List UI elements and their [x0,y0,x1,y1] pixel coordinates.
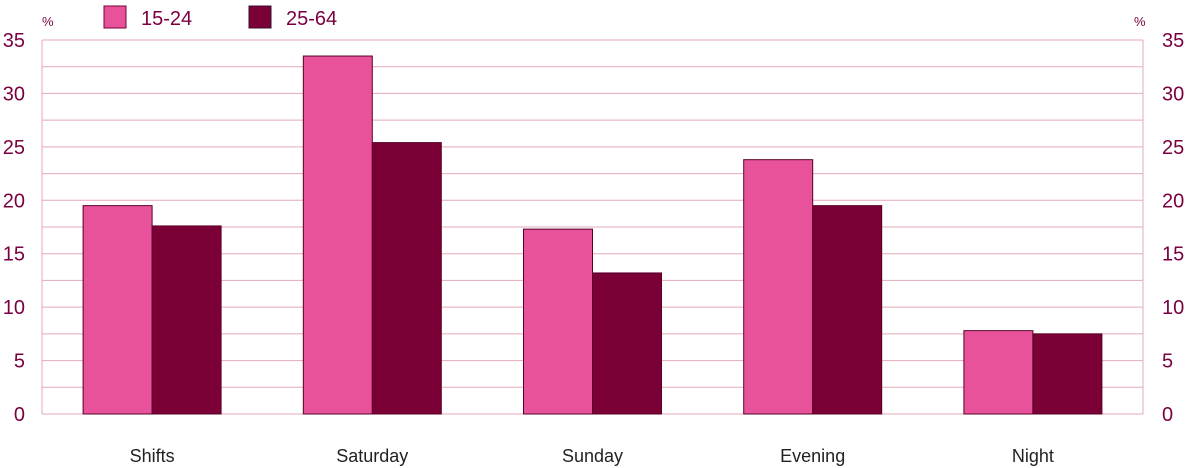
left-tick-label: 20 [3,190,25,212]
right-tick-label: 15 [1162,244,1184,266]
bar-25-64-shifts [151,225,222,415]
left-tick-label: 25 [3,137,25,159]
legend: 15-24 25-64 [103,5,337,30]
legend-swatch-25-64 [248,5,272,29]
axes [41,40,1144,414]
right-tick-label: 5 [1162,351,1173,373]
category-labels: Shifts Saturday Sunday Evening Night [130,446,1054,466]
bars [82,55,1103,415]
left-tick-label: 5 [14,351,25,373]
bar-25-64-sunday [592,272,662,415]
right-tick-label: 30 [1162,83,1184,105]
left-tick-label: 0 [14,404,25,426]
left-tick-label: 35 [3,30,25,52]
category-label-night: Night [1012,446,1054,466]
bar-25-64-evening [812,205,883,415]
left-tick-label: 10 [3,297,25,319]
category-label-shifts: Shifts [130,446,175,466]
bar-15-24-sunday [523,228,593,415]
category-label-saturday: Saturday [336,446,408,466]
bar-15-24-saturday [302,55,373,415]
bar-15-24-evening [743,159,814,415]
legend-label-15-24: 15-24 [141,8,192,30]
category-label-sunday: Sunday [562,446,623,466]
left-tick-labels: 0 5 10 15 20 25 30 35 [3,30,25,426]
legend-swatch-15-24 [103,5,127,29]
right-tick-label: 10 [1162,297,1184,319]
left-tick-label: 15 [3,244,25,266]
right-tick-label: 0 [1162,404,1173,426]
legend-label-25-64: 25-64 [286,8,337,30]
right-tick-label: 35 [1162,30,1184,52]
right-tick-label: 25 [1162,137,1184,159]
bar-15-24-shifts [82,205,153,415]
right-tick-label: 20 [1162,190,1184,212]
right-tick-labels: 0 5 10 15 20 25 30 35 [1162,30,1184,426]
bar-15-24-night [963,330,1034,415]
left-tick-label: 30 [3,83,25,105]
category-label-evening: Evening [780,446,845,466]
bar-25-64-saturday [371,142,442,415]
left-unit-label: % [42,14,54,29]
right-unit-label: % [1134,14,1146,29]
bar-25-64-night [1032,333,1103,415]
